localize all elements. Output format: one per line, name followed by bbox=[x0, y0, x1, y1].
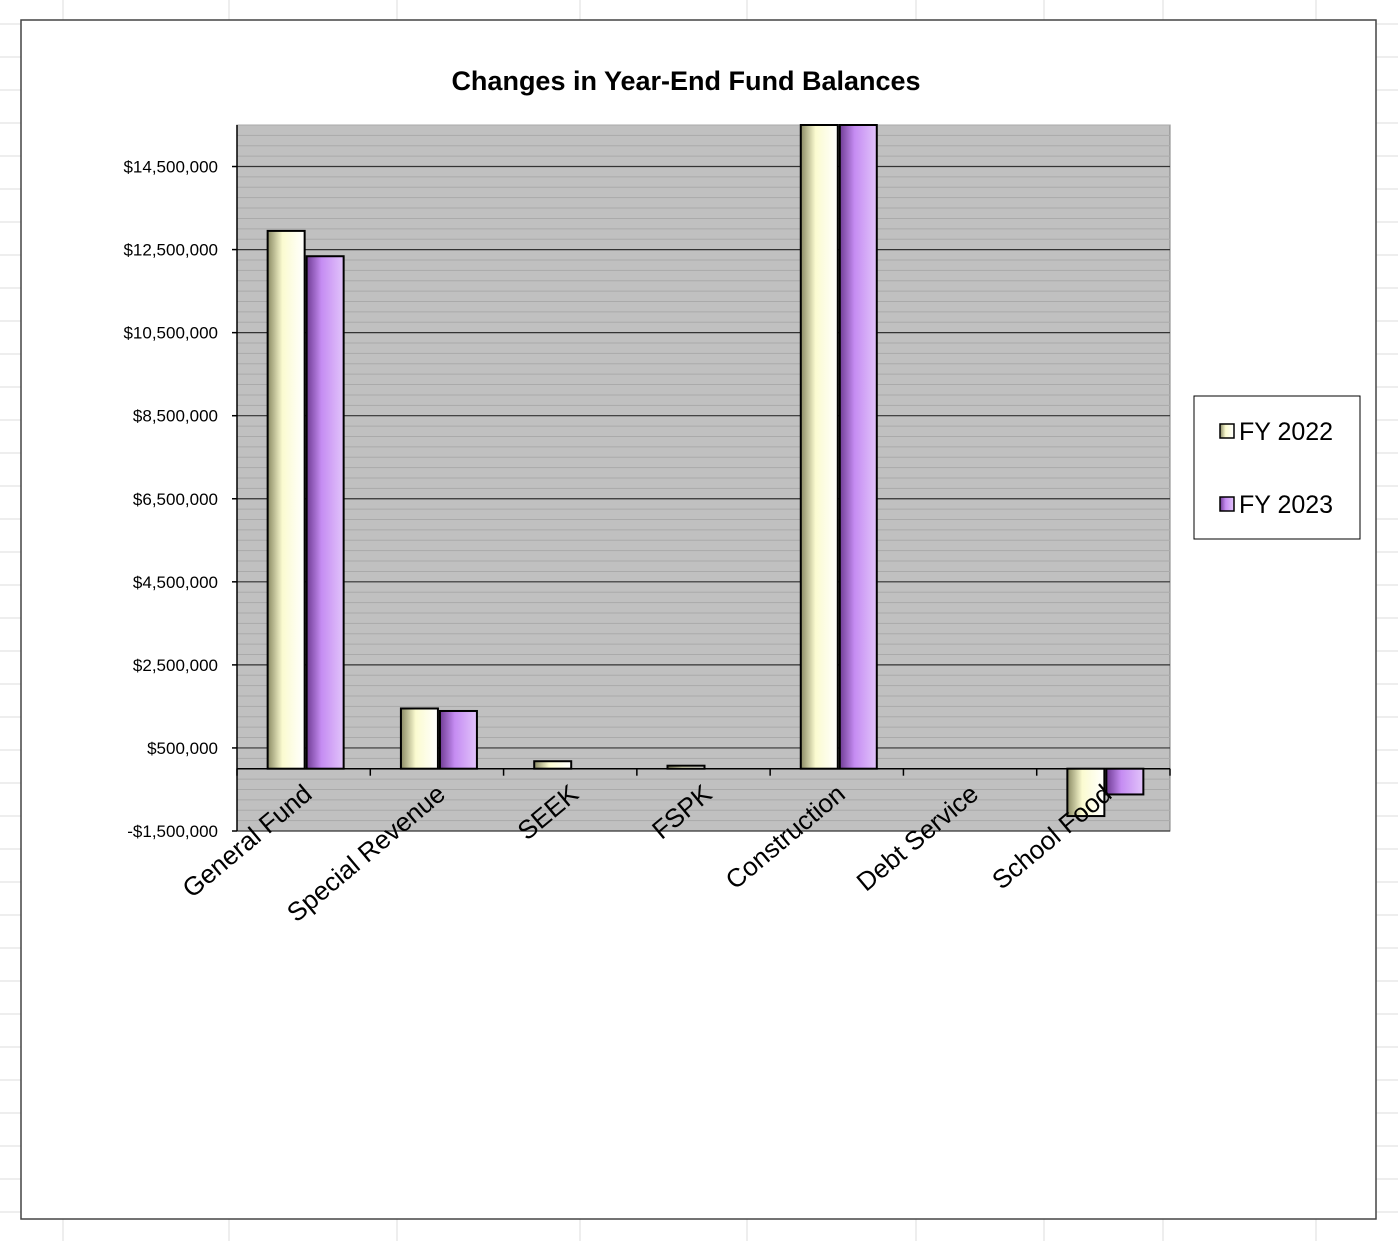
bar-fy-2023-special-revenue bbox=[438, 709, 478, 770]
y-tick-label: $12,500,000 bbox=[123, 241, 218, 260]
legend-box bbox=[1193, 395, 1361, 540]
y-tick-label: $4,500,000 bbox=[133, 573, 218, 592]
legend-label: FY 2022 bbox=[1239, 418, 1333, 446]
y-tick-label: $6,500,000 bbox=[133, 490, 218, 509]
bar-fy-2022-school-food bbox=[1066, 767, 1106, 818]
y-tick-label: $8,500,000 bbox=[133, 407, 218, 426]
y-tick-label: $500,000 bbox=[147, 739, 218, 758]
bar-fy-2023-general-fund bbox=[305, 255, 345, 770]
bar-series bbox=[266, 124, 1145, 818]
bar-fy-2022-construction bbox=[799, 124, 839, 770]
bar-fy-2023-school-food bbox=[1105, 767, 1145, 796]
legend-label: FY 2023 bbox=[1239, 491, 1333, 519]
bar-fy-2022-seek bbox=[533, 760, 573, 770]
y-tick-label: -$1,500,000 bbox=[127, 822, 218, 841]
bar-fy-2022-special-revenue bbox=[399, 707, 439, 770]
major-gridlines bbox=[237, 165, 1170, 832]
y-tick-label: $10,500,000 bbox=[123, 324, 218, 343]
bar-fy-2022-general-fund bbox=[266, 229, 306, 770]
legend: FY 2022 FY 2023 bbox=[1193, 395, 1361, 540]
legend-swatch bbox=[1219, 496, 1235, 512]
chart-title: Changes in Year-End Fund Balances bbox=[451, 66, 920, 96]
y-tick-label: $14,500,000 bbox=[123, 158, 218, 177]
bar-fy-2023-construction bbox=[838, 124, 878, 770]
y-axis-tick-labels: -$1,500,000 $500,000 $2,500,000 $4,500,000 $… bbox=[123, 158, 218, 841]
axes bbox=[232, 125, 1171, 832]
legend-swatch bbox=[1219, 423, 1235, 439]
y-tick-label: $2,500,000 bbox=[133, 656, 218, 675]
